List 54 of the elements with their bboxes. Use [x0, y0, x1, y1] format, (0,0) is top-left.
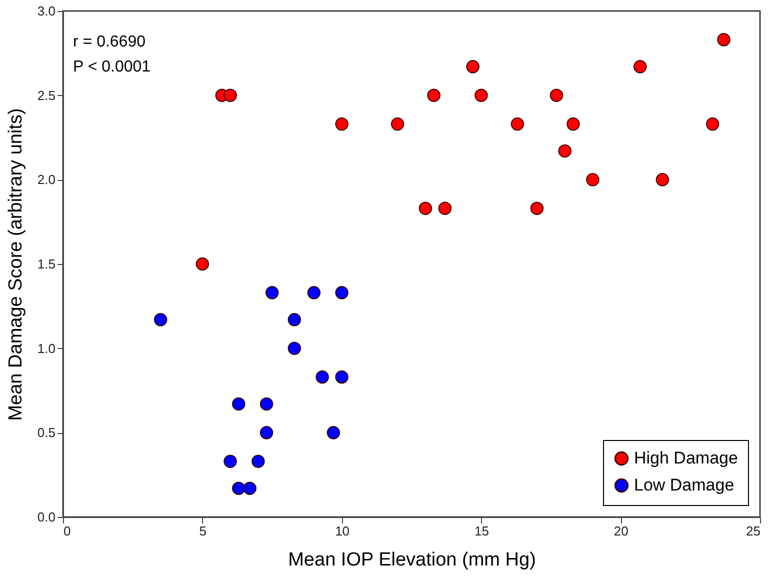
- x-tick-label: 5: [199, 524, 207, 538]
- annotation: P < 0.0001: [73, 58, 151, 76]
- point: [390, 117, 404, 131]
- point: [466, 60, 480, 74]
- point: [196, 257, 210, 271]
- y-tick-label: 2.0: [37, 172, 56, 188]
- point: [717, 33, 730, 46]
- point: [474, 88, 488, 102]
- legend-label: High Damage: [634, 448, 738, 468]
- point: [558, 144, 572, 158]
- y-tick-label: 0.5: [37, 425, 56, 440]
- x-tick-label: 0: [64, 524, 71, 538]
- point: [335, 370, 348, 384]
- point: [232, 397, 246, 411]
- y-tick-label: 1.5: [37, 256, 56, 272]
- x-tick-label: 15: [474, 524, 489, 538]
- legend-label: Low Damage: [634, 476, 734, 494]
- point: [232, 482, 246, 495]
- x-tick-label: 25: [746, 524, 760, 538]
- point: [656, 173, 670, 186]
- point: [224, 454, 237, 468]
- x-tick-label: 10: [335, 524, 350, 538]
- point: [307, 286, 321, 300]
- point: [566, 117, 580, 131]
- x-tick-label: 20: [614, 524, 628, 538]
- y-tick-label: 0.0: [37, 510, 56, 524]
- point: [260, 426, 274, 440]
- point: [510, 117, 524, 131]
- point: [326, 426, 340, 440]
- point: [316, 370, 329, 384]
- point: [550, 88, 564, 102]
- point: [288, 342, 302, 355]
- y-tick-label: 3.0: [37, 4, 56, 18]
- point: [427, 88, 440, 102]
- point: [252, 454, 265, 468]
- point: [260, 397, 274, 411]
- point: [586, 173, 600, 186]
- point: [633, 60, 647, 74]
- point: [243, 482, 256, 495]
- point: [154, 313, 168, 326]
- point: [706, 117, 720, 131]
- y-axis-title: Mean Damage Score (arbitrary units): [5, 108, 26, 421]
- annotation: r = 0.6690: [73, 34, 146, 50]
- y-tick-label: 1.0: [37, 340, 56, 356]
- point: [265, 286, 279, 300]
- point: [418, 202, 432, 215]
- point: [438, 202, 452, 215]
- point: [288, 313, 302, 326]
- point: [530, 202, 544, 215]
- point: [335, 117, 348, 131]
- point: [335, 286, 348, 300]
- y-tick-label: 2.5: [37, 88, 56, 103]
- x-axis-title: Mean IOP Elevation (mm Hg): [288, 550, 536, 570]
- point: [224, 88, 237, 102]
